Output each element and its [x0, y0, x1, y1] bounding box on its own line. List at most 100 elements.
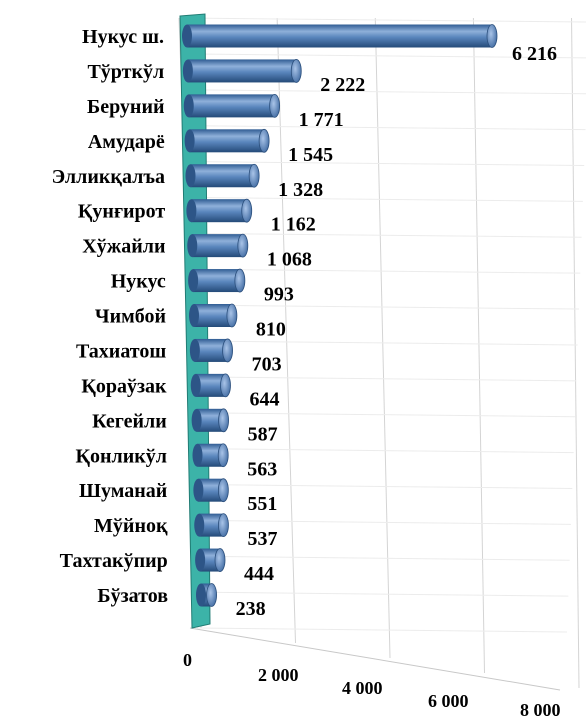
bar-group-15 — [195, 548, 226, 572]
gridline-y-4 — [186, 161, 585, 167]
bar-base-cap — [186, 199, 197, 223]
category-label: Элликқалъа — [52, 166, 165, 188]
bar-group-10 — [190, 373, 231, 398]
bar-base-cap — [189, 304, 199, 327]
bar-group-9 — [189, 338, 233, 363]
bar-base-cap — [195, 548, 206, 572]
category-label: Хўжайли — [82, 236, 165, 258]
bar-end-cap — [218, 408, 229, 433]
bar — [188, 94, 275, 118]
bar-end-cap — [290, 59, 302, 83]
bar-end-cap — [206, 583, 217, 607]
gridline-y-1 — [183, 53, 586, 59]
floor-edge — [189, 627, 561, 691]
gridline-y-10 — [191, 376, 577, 382]
gridline-y-14 — [194, 519, 571, 525]
bar — [194, 304, 232, 327]
value-label: 1 328 — [278, 179, 323, 201]
bar-end-cap — [486, 24, 498, 48]
bar-end-cap — [217, 443, 229, 468]
bar-end-cap — [218, 513, 229, 538]
bar-end-cap — [237, 233, 249, 258]
gridline-y-15 — [195, 555, 570, 561]
category-label: Тахиатош — [76, 340, 166, 362]
value-label: 1 771 — [299, 109, 344, 131]
labels-layer: Нукус ш. Тўрткўл Беруний Амударё Элликқалъа Қ… — [52, 26, 561, 720]
bar-group-8 — [189, 303, 238, 328]
bar-base-cap — [187, 234, 198, 258]
bar — [195, 373, 226, 397]
bar-base-cap — [192, 443, 203, 467]
gridline-y-3 — [185, 125, 586, 131]
bar — [192, 234, 243, 258]
gridline-y-0 — [182, 17, 586, 23]
bar-base-cap — [184, 129, 195, 153]
category-label: Амударё — [88, 131, 165, 153]
x-tick-label: 4 000 — [342, 678, 383, 698]
bar-end-cap — [241, 198, 253, 223]
bar-end-cap — [248, 163, 260, 188]
bar-group-4 — [185, 163, 260, 188]
gridline-x-2 — [374, 17, 391, 659]
gridline-x-1 — [276, 17, 296, 644]
grid-layer — [178, 17, 586, 691]
bar-group-14 — [194, 513, 229, 538]
category-label: Нукус ш. — [82, 26, 164, 48]
bar-end-cap — [258, 128, 270, 153]
value-label: 993 — [264, 284, 294, 306]
gridline-y-5 — [187, 196, 583, 202]
bar-group-0 — [182, 24, 498, 48]
bar-group-11 — [191, 408, 229, 433]
category-label: Қораўзак — [81, 375, 167, 397]
bar-group-7 — [188, 268, 246, 293]
bar — [190, 164, 255, 188]
category-label: Мўйноқ — [94, 515, 168, 537]
bar-end-cap — [222, 338, 233, 363]
value-label: 444 — [244, 563, 274, 585]
value-label: 644 — [250, 388, 280, 410]
bar-base-cap — [183, 94, 194, 118]
category-label: Нукус — [111, 271, 166, 293]
value-label: 1 068 — [267, 249, 312, 271]
bar-end-cap — [226, 303, 238, 328]
gridline-y-8 — [189, 304, 579, 310]
bar-group-13 — [193, 478, 229, 503]
bar — [189, 129, 265, 153]
bar-group-1 — [182, 59, 302, 83]
bar — [197, 443, 224, 467]
value-label: 6 216 — [512, 43, 557, 65]
value-label: 703 — [252, 353, 282, 375]
value-label: 810 — [256, 319, 286, 341]
category-label: Қонликўл — [75, 445, 167, 467]
gridline-x-4 — [571, 17, 580, 689]
bar-base-cap — [196, 583, 206, 607]
bar — [193, 269, 240, 293]
value-label: 1 545 — [288, 144, 333, 166]
bar — [194, 338, 228, 362]
bars-layer — [182, 24, 498, 607]
value-label: 2 222 — [320, 74, 365, 96]
bar-end-cap — [234, 268, 246, 293]
bar-end-cap — [220, 373, 231, 398]
category-label: Беруний — [87, 96, 165, 118]
bar — [191, 199, 247, 223]
bar-base-cap — [190, 373, 201, 397]
category-label: Тўрткўл — [87, 61, 164, 83]
category-label: Қунғирот — [78, 201, 165, 223]
bar-base-cap — [188, 269, 199, 293]
bar-base-cap — [189, 338, 200, 362]
gridline-y-2 — [184, 89, 586, 95]
value-label: 537 — [247, 528, 277, 550]
category-label: Чимбой — [95, 306, 166, 328]
category-label: Бўзатов — [97, 585, 168, 607]
value-label: 587 — [248, 423, 278, 445]
bar — [199, 513, 224, 537]
gridline-y-13 — [193, 483, 573, 489]
bar-group-16 — [196, 583, 217, 607]
x-tick-label: 8 000 — [520, 700, 561, 720]
bar-end-cap — [269, 93, 281, 118]
bar-base-cap — [191, 408, 202, 432]
value-label: 563 — [247, 458, 277, 480]
bar — [187, 24, 492, 48]
